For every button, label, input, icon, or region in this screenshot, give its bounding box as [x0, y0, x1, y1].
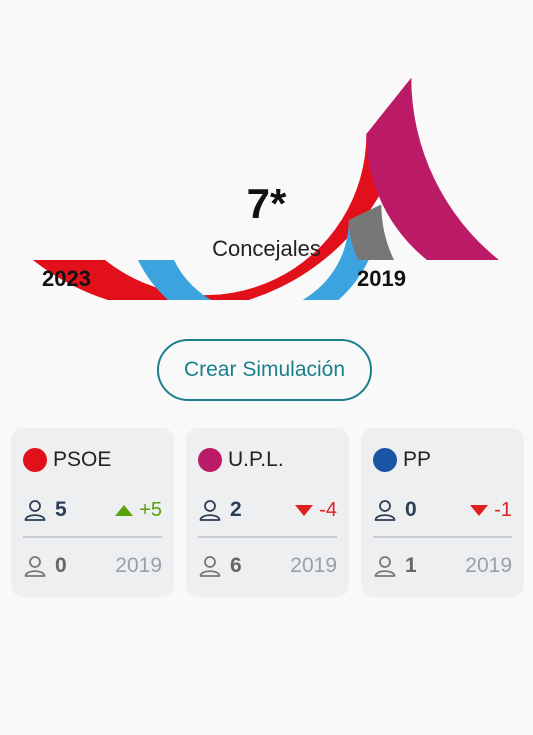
seats-2023: 0	[405, 498, 417, 521]
divider	[23, 536, 162, 538]
person-icon	[24, 500, 46, 521]
outer-ring-segment-psoe	[33, 77, 412, 300]
person-icon	[374, 500, 396, 521]
party-color-dot	[373, 448, 397, 472]
inner-ring-segment-upl	[138, 204, 382, 300]
seats-2023: 2	[230, 498, 242, 521]
party-card[interactable]: U.P.L. 2 -4 6 2019	[186, 428, 349, 597]
seat-change-value: -4	[319, 498, 337, 521]
inner-ring-year-label: 2019	[357, 266, 406, 291]
total-seats-label: Concejales	[212, 236, 321, 261]
outer-ring-segment-upl	[366, 77, 499, 260]
seat-change-value: -1	[494, 498, 512, 521]
trend-triangle-icon	[115, 504, 134, 516]
party-name: PSOE	[53, 448, 112, 471]
seats-2019: 1	[405, 554, 417, 577]
create-simulation-button[interactable]: Crear Simulación	[157, 339, 372, 401]
seat-change-value: +5	[139, 498, 162, 521]
person-icon	[24, 556, 46, 577]
seats-2019: 0	[55, 554, 67, 577]
reference-year: 2019	[115, 554, 162, 577]
party-name: U.P.L.	[228, 448, 284, 471]
person-icon	[199, 556, 221, 577]
inner-ring-segment-pp	[348, 204, 394, 260]
party-card[interactable]: PSOE 5 +5 0 2019	[11, 428, 174, 597]
seats-2023: 5	[55, 498, 67, 521]
party-color-dot	[198, 448, 222, 472]
person-icon	[374, 556, 396, 577]
trend-triangle-icon	[470, 504, 489, 516]
party-cards: PSOE 5 +5 0 2019 U.P.L. 2 -4 6 2019	[11, 428, 524, 597]
total-seats-value: 7*	[246, 180, 287, 227]
reference-year: 2019	[290, 554, 337, 577]
seat-change: -1	[470, 499, 512, 522]
seat-change: +5	[115, 499, 162, 522]
party-card[interactable]: PP 0 -1 1 2019	[361, 428, 524, 597]
divider	[198, 536, 337, 538]
seats-2019: 6	[230, 554, 242, 577]
divider	[373, 536, 512, 538]
reference-year: 2019	[465, 554, 512, 577]
seat-hemicycle-chart	[33, 77, 499, 300]
person-icon	[199, 500, 221, 521]
seat-change: -4	[295, 499, 337, 522]
outer-ring-year-label: 2023	[42, 266, 91, 291]
trend-triangle-icon	[295, 504, 314, 516]
party-name: PP	[403, 448, 432, 471]
party-color-dot	[23, 448, 47, 472]
